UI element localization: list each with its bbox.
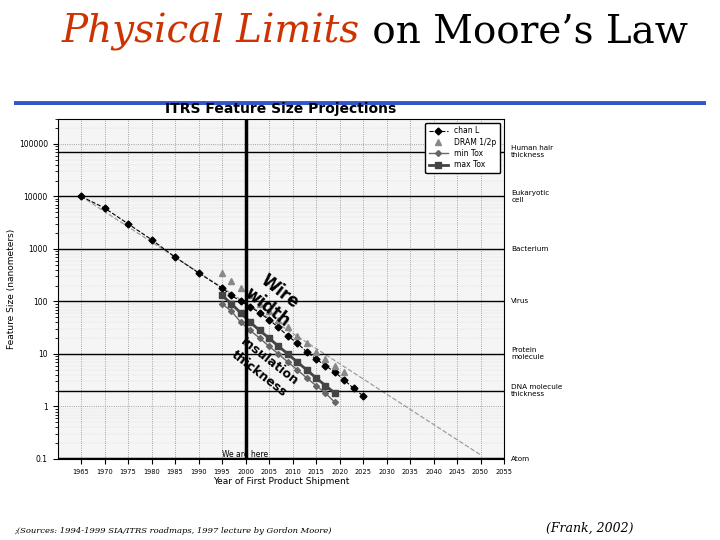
max Tox [227,301,235,307]
DRAM 1/2p [340,369,348,375]
Text: We are here: We are here [222,450,269,459]
DRAM 1/2p [330,362,339,369]
min Tox [265,343,274,349]
max Tox [312,375,320,381]
min Tox [293,367,302,373]
chan L [77,193,86,200]
chan L [302,348,311,355]
DRAM 1/2p [321,356,330,362]
chan L [194,269,203,276]
max Tox [237,310,246,316]
Line: max Tox: max Tox [219,292,338,396]
Line: min Tox: min Tox [220,302,337,404]
Text: Atom: Atom [511,456,531,462]
chan L [171,254,179,260]
Text: Protein
molecule: Protein molecule [511,347,544,361]
Text: Virus: Virus [511,299,529,305]
DRAM 1/2p [312,348,320,355]
chan L [256,310,264,316]
DRAM 1/2p [237,285,246,291]
chan L [217,285,226,291]
DRAM 1/2p [217,269,226,276]
Text: Physical Limits: Physical Limits [62,13,360,51]
Text: Wire
width: Wire width [241,268,307,330]
DRAM 1/2p [302,340,311,347]
chan L [246,303,255,310]
Text: DNA molecule
thickness: DNA molecule thickness [511,384,562,397]
min Tox [321,390,330,396]
Line: DRAM 1/2p: DRAM 1/2p [220,270,347,375]
Text: Insulation
thickness: Insulation thickness [228,335,300,400]
X-axis label: Year of First Product Shipment: Year of First Product Shipment [212,477,349,487]
chan L [293,340,302,347]
DRAM 1/2p [265,308,274,314]
Text: Eukaryotic
cell: Eukaryotic cell [511,190,549,203]
chan L [349,385,358,392]
min Tox [284,359,292,366]
chan L [359,393,367,399]
min Tox [256,335,264,341]
min Tox [217,301,226,307]
chan L [274,324,283,330]
Line: chan L: chan L [78,194,366,398]
max Tox [293,359,302,366]
max Tox [284,350,292,357]
chan L [321,362,330,369]
chan L [312,356,320,362]
chan L [284,333,292,339]
Text: Human hair
thickness: Human hair thickness [511,145,554,159]
DRAM 1/2p [293,333,302,339]
DRAM 1/2p [227,277,235,284]
chan L [265,316,274,323]
chan L [237,298,246,305]
Text: ;(Sources: 1994-1999 SIA/ITRS roadmaps, 1997 lecture by Gordon Moore): ;(Sources: 1994-1999 SIA/ITRS roadmaps, … [14,526,332,535]
max Tox [321,382,330,389]
max Tox [246,319,255,326]
chan L [100,205,109,211]
DRAM 1/2p [284,324,292,330]
Legend: chan L, DRAM 1/2p, min Tox, max Tox: chan L, DRAM 1/2p, min Tox, max Tox [425,123,500,173]
min Tox [302,375,311,381]
min Tox [312,382,320,389]
Text: Bacterium: Bacterium [511,246,549,252]
Title: ITRS Feature Size Projections: ITRS Feature Size Projections [165,102,397,116]
chan L [330,369,339,375]
Text: on Moore’s Law: on Moore’s Law [360,14,688,51]
max Tox [274,343,283,349]
max Tox [265,335,274,341]
min Tox [274,350,283,357]
max Tox [217,292,226,299]
Y-axis label: Feature Size (nanometers): Feature Size (nanometers) [7,229,16,349]
max Tox [256,327,264,334]
chan L [148,237,156,243]
max Tox [302,367,311,373]
Text: (Frank, 2002): (Frank, 2002) [546,522,634,535]
min Tox [246,327,255,334]
min Tox [330,399,339,406]
chan L [340,377,348,383]
chan L [124,221,132,227]
min Tox [237,319,246,326]
chan L [227,292,235,299]
DRAM 1/2p [246,292,255,299]
DRAM 1/2p [274,316,283,323]
max Tox [330,390,339,396]
DRAM 1/2p [256,301,264,307]
min Tox [227,308,235,314]
